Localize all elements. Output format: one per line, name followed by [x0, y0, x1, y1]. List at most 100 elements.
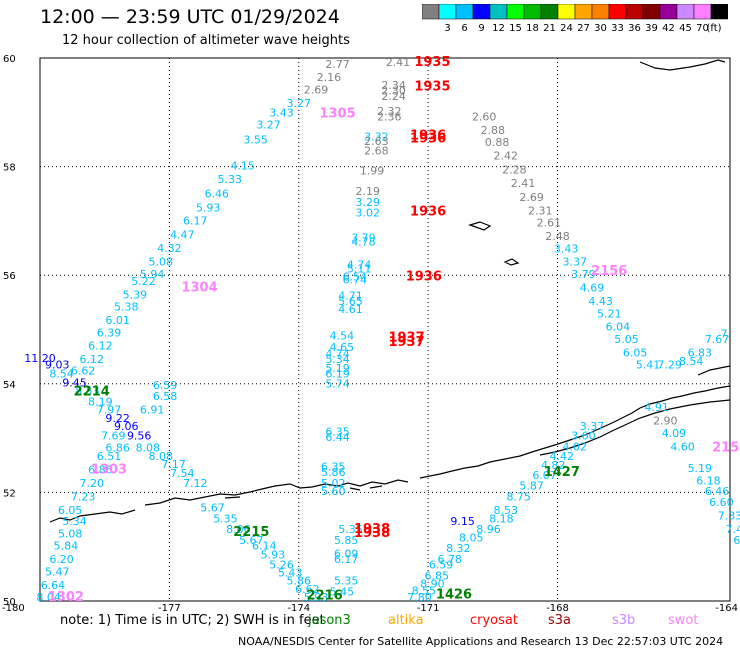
- wave-height-value: 5.60: [321, 485, 346, 498]
- wave-height-value: 9.56: [127, 430, 152, 443]
- wave-height-value: 6.: [733, 534, 740, 547]
- wave-height-value: 5.67: [200, 501, 225, 514]
- wave-height-value: 6.46: [705, 485, 730, 498]
- wave-height-value: 2.90: [653, 415, 678, 428]
- pass-time-label: 215: [712, 441, 739, 456]
- wave-height-value: 5.39: [123, 289, 148, 302]
- wave-height-value: 6.86: [105, 442, 130, 455]
- wave-height-value: 9.45: [62, 377, 87, 390]
- wave-height-value: 6.78: [437, 553, 462, 566]
- wave-height-value: 6.01: [105, 314, 130, 327]
- wave-height-value: 6.58: [153, 390, 178, 403]
- wave-height-value: 4.42: [550, 450, 575, 463]
- wave-height-value: 6.14: [252, 539, 277, 552]
- sat-jason3: jason3: [308, 613, 351, 628]
- sat-cryosat: cryosat: [470, 613, 518, 628]
- wave-height-value: 6.39: [97, 327, 122, 340]
- wave-height-value: 4.69: [580, 281, 605, 294]
- wave-height-value: 4.32: [157, 242, 182, 255]
- wave-height-value: 5.86: [321, 466, 346, 479]
- wave-height-value: 5.11: [347, 262, 372, 275]
- legend-label: 6: [461, 23, 467, 34]
- wave-height-value: 2.61: [537, 216, 562, 229]
- wave-height-value: 8.96: [476, 523, 501, 536]
- wave-height-value: 1.99: [360, 165, 385, 178]
- wave-height-value: 6.59: [153, 379, 178, 392]
- wave-height-value: 8.06: [226, 523, 251, 536]
- wave-height-value: 5.35: [334, 575, 359, 588]
- wave-height-value: 6.35: [321, 461, 346, 474]
- legend-label: 3: [444, 23, 450, 34]
- wave-height-value: 3.79: [571, 268, 596, 281]
- wave-height-value: 2.30: [381, 84, 406, 97]
- legend-label: 42: [662, 23, 675, 34]
- pass-time-label: 1304: [181, 280, 217, 295]
- wave-height-value: 7.67: [705, 333, 730, 346]
- wave-height-value: 8.54: [679, 355, 704, 368]
- wave-height-value: 2.34: [381, 79, 406, 92]
- sat-s3b: s3b: [612, 613, 636, 628]
- wave-height-value: 6.91: [140, 404, 165, 417]
- wave-height-value: 5.94: [140, 268, 165, 281]
- wave-height-value: 2.69: [304, 83, 329, 96]
- legend-label: 9: [478, 23, 484, 34]
- wave-height-value: 3.37: [563, 255, 588, 268]
- western-islands: [49, 485, 383, 523]
- wave-height-value: 5.67: [239, 534, 264, 547]
- wave-height-value: 5.85: [334, 534, 359, 547]
- wave-height-value: 2.19: [356, 185, 381, 198]
- footer-notes: note: 1) Time is in UTC; 2) SWH is in fe…: [0, 610, 740, 650]
- y-tick-label: 54: [3, 380, 16, 391]
- wave-height-value: 7.4: [726, 523, 740, 536]
- wave-height-value: 6.60: [709, 496, 734, 509]
- wave-height-value: 7.29: [657, 359, 682, 372]
- wave-height-value: 8.18: [489, 512, 514, 525]
- wave-height-value: 2.60: [472, 110, 497, 123]
- wave-height-value: 6.62: [295, 583, 320, 596]
- wave-height-value: 6.20: [49, 553, 74, 566]
- wave-height-value: 5.35: [338, 523, 363, 536]
- wave-height-value: 6.17: [183, 215, 208, 228]
- x-tick-label: -180: [2, 603, 25, 614]
- wave-height-value: 0.88: [485, 136, 510, 149]
- wave-height-value: 9.03: [45, 359, 70, 372]
- wave-height-value: 6.62: [71, 365, 96, 378]
- legend-label: 21: [543, 23, 556, 34]
- wave-height-value: 2.24: [381, 90, 406, 103]
- pass-time-label: 1938: [354, 522, 390, 537]
- wave-height-value: 5.22: [131, 275, 156, 288]
- wave-height-value: 6.51: [97, 450, 122, 463]
- wave-height-value: 6.04: [606, 321, 631, 334]
- wave-height-value: 6.86: [88, 463, 113, 476]
- wave-height-value: 6.74: [343, 273, 368, 286]
- wave-height-value: 3.37: [580, 420, 605, 433]
- pass-time-label: 2215: [233, 525, 269, 540]
- wave-height-value: 7.20: [80, 477, 105, 490]
- chart-subtitle: 12 hour collection of altimeter wave hei…: [62, 33, 350, 48]
- coastline: [49, 59, 731, 523]
- wave-height-value: 8.54: [49, 367, 74, 380]
- wave-height-value: 6.05: [58, 504, 83, 517]
- legend-label: 30: [594, 23, 607, 34]
- wave-height-value: 5.34: [325, 353, 350, 366]
- wave-height-value: 6.85: [425, 569, 450, 582]
- wave-height-value: 5.41: [636, 359, 661, 372]
- legend-label: 15: [509, 23, 522, 34]
- pass-time-label: 1938: [354, 526, 390, 541]
- wave-height-value: 4.47: [170, 228, 195, 241]
- legend-label: 45: [679, 23, 692, 34]
- wave-height-value: 4.61: [338, 303, 363, 316]
- wave-height-value: 6.07: [532, 469, 557, 482]
- wave-height-value: 5.34: [62, 515, 87, 528]
- wave-height-value: 5.02: [321, 477, 346, 490]
- sat-s3a: s3a: [548, 613, 572, 628]
- wave-height-value: 6.12: [88, 340, 113, 353]
- wave-height-value: 4.78: [351, 235, 376, 248]
- wave-height-value: 8.90: [420, 577, 445, 590]
- x-tick-label: -177: [158, 603, 181, 614]
- wave-height-value: 2.16: [317, 71, 342, 84]
- wave-height-value: 6.17: [334, 553, 359, 566]
- wave-height-value: 11.20: [24, 352, 56, 365]
- wave-height-value: 3.79: [351, 232, 376, 245]
- y-tick-label: 56: [3, 271, 16, 282]
